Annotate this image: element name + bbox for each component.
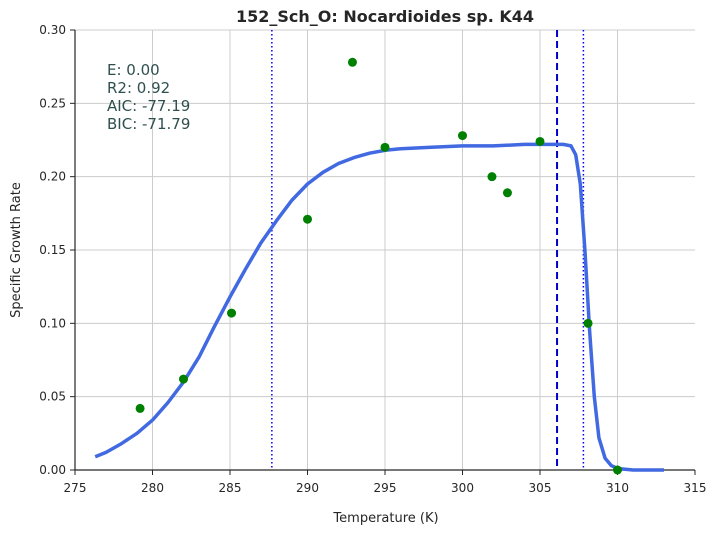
x-tick-label: 315 — [684, 481, 707, 495]
x-tick-label: 275 — [64, 481, 87, 495]
x-tick-label: 295 — [374, 481, 397, 495]
data-point — [613, 465, 622, 475]
data-point — [347, 57, 357, 67]
x-tick-labels: 275 280 285 290 295 300 305 310 315 — [64, 481, 707, 495]
x-tick-label: 280 — [141, 481, 164, 495]
fit-stat-line: AIC: -77.19 — [107, 97, 190, 115]
y-axis-label: Specific Growth Rate — [9, 182, 24, 318]
data-point — [458, 131, 467, 141]
data-point — [227, 308, 237, 318]
y-tick-labels: 0.00 0.05 0.10 0.15 0.20 0.25 0.30 — [39, 23, 66, 477]
fit-stat-line: E: 0.00 — [107, 61, 160, 79]
x-tick-label: 290 — [296, 481, 319, 495]
y-tick-label: 0.15 — [39, 243, 66, 257]
x-tick-label: 310 — [606, 481, 629, 495]
y-tick-label: 0.30 — [39, 23, 66, 37]
y-tick-label: 0.05 — [39, 390, 66, 404]
data-point — [502, 188, 512, 198]
x-tick-label: 300 — [451, 481, 474, 495]
fit-stat-line: R2: 0.92 — [107, 79, 170, 97]
data-point — [380, 142, 390, 152]
y-tick-label: 0.10 — [39, 316, 66, 330]
data-point — [583, 318, 593, 328]
fitted-curve — [94, 142, 664, 472]
fit-stat-line: BIC: -71.79 — [107, 115, 190, 133]
data-point — [487, 172, 497, 182]
chart-title: 152_Sch_O: Nocardioides sp. K44 — [236, 7, 534, 26]
data-point — [303, 214, 312, 224]
fitted-curve-layer — [94, 142, 664, 472]
grid-lines — [75, 29, 695, 470]
x-tick-label: 305 — [529, 481, 552, 495]
y-tick-label: 0.20 — [39, 170, 66, 184]
x-axis-label: Temperature (K) — [332, 511, 438, 526]
y-tick-label: 0.00 — [39, 463, 66, 477]
y-tick-label: 0.25 — [39, 96, 66, 110]
data-point — [179, 374, 188, 384]
data-point — [535, 136, 545, 146]
x-tick-label: 285 — [219, 481, 242, 495]
data-point — [135, 403, 145, 413]
data-points — [135, 57, 622, 475]
